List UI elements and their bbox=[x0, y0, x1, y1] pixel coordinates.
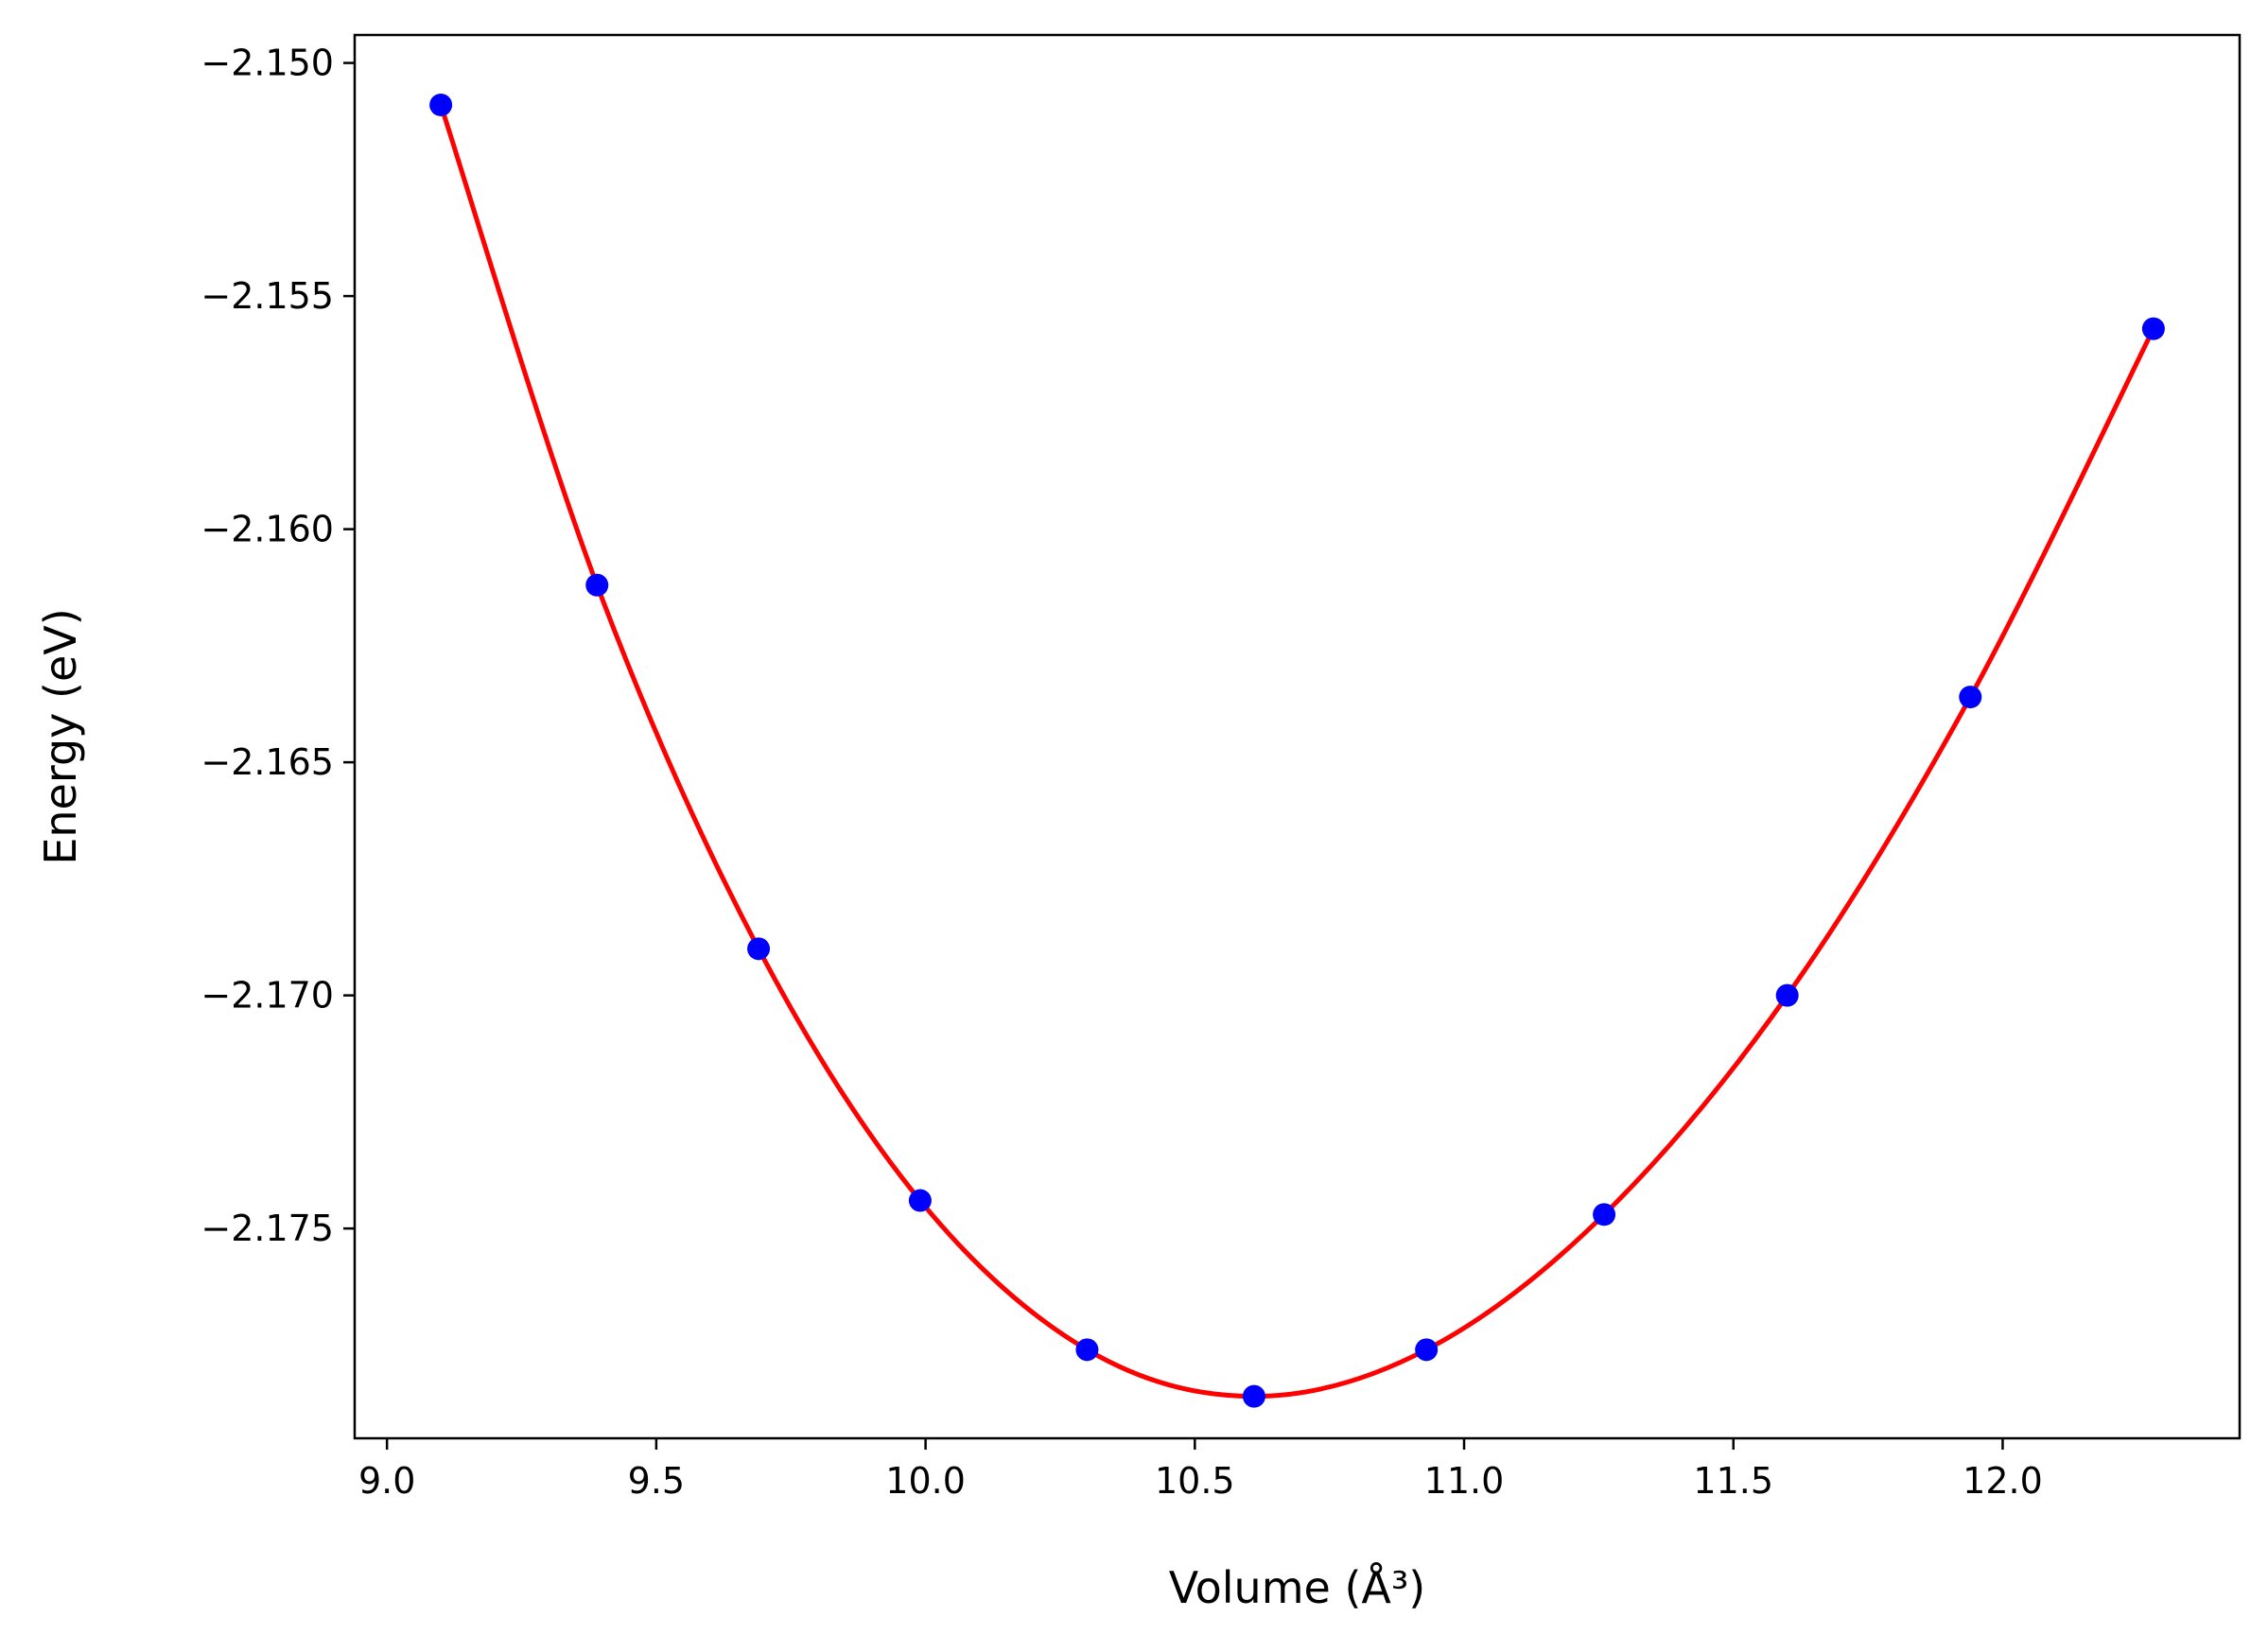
data-point bbox=[585, 573, 609, 597]
axes-frame bbox=[353, 33, 2242, 1440]
data-point bbox=[1415, 1338, 1439, 1362]
data-point bbox=[1242, 1384, 1265, 1408]
x-axis-label: Volume (Å³) bbox=[1169, 1562, 1426, 1613]
data-point bbox=[1593, 1203, 1616, 1226]
data-point bbox=[1075, 1338, 1099, 1362]
x-axis-ticks: 9.0 9.5 10.0 10.5 11.0 11.5 12.0 bbox=[358, 1438, 2043, 1502]
plot-area bbox=[429, 93, 2165, 1408]
y-tick-label: −2.165 bbox=[201, 741, 334, 783]
y-axis-ticks: −2.150 −2.155 −2.160 −2.165 −2.170 −2.175 bbox=[201, 43, 355, 1249]
y-tick-label: −2.150 bbox=[201, 43, 334, 84]
x-tick-label: 10.5 bbox=[1155, 1460, 1235, 1502]
data-points bbox=[429, 93, 2165, 1408]
x-tick-label: 10.0 bbox=[885, 1460, 966, 1502]
y-tick-label: −2.175 bbox=[201, 1208, 334, 1249]
data-point bbox=[1959, 686, 1982, 709]
x-tick-label: 9.0 bbox=[358, 1460, 415, 1502]
data-point bbox=[429, 93, 453, 116]
x-tick-label: 9.5 bbox=[628, 1460, 685, 1502]
data-point bbox=[2141, 317, 2165, 340]
data-point bbox=[908, 1189, 932, 1212]
y-tick-label: −2.155 bbox=[201, 275, 334, 317]
y-tick-label: −2.170 bbox=[201, 975, 334, 1017]
y-tick-label: −2.160 bbox=[201, 509, 334, 550]
x-tick-label: 12.0 bbox=[1963, 1460, 2043, 1502]
data-point bbox=[747, 937, 771, 961]
fit-curve-line bbox=[438, 104, 2156, 1400]
x-tick-label: 11.0 bbox=[1424, 1460, 1505, 1502]
y-axis-label: Energy (eV) bbox=[35, 608, 86, 864]
data-point bbox=[1775, 983, 1799, 1007]
x-tick-label: 11.5 bbox=[1693, 1460, 1773, 1502]
